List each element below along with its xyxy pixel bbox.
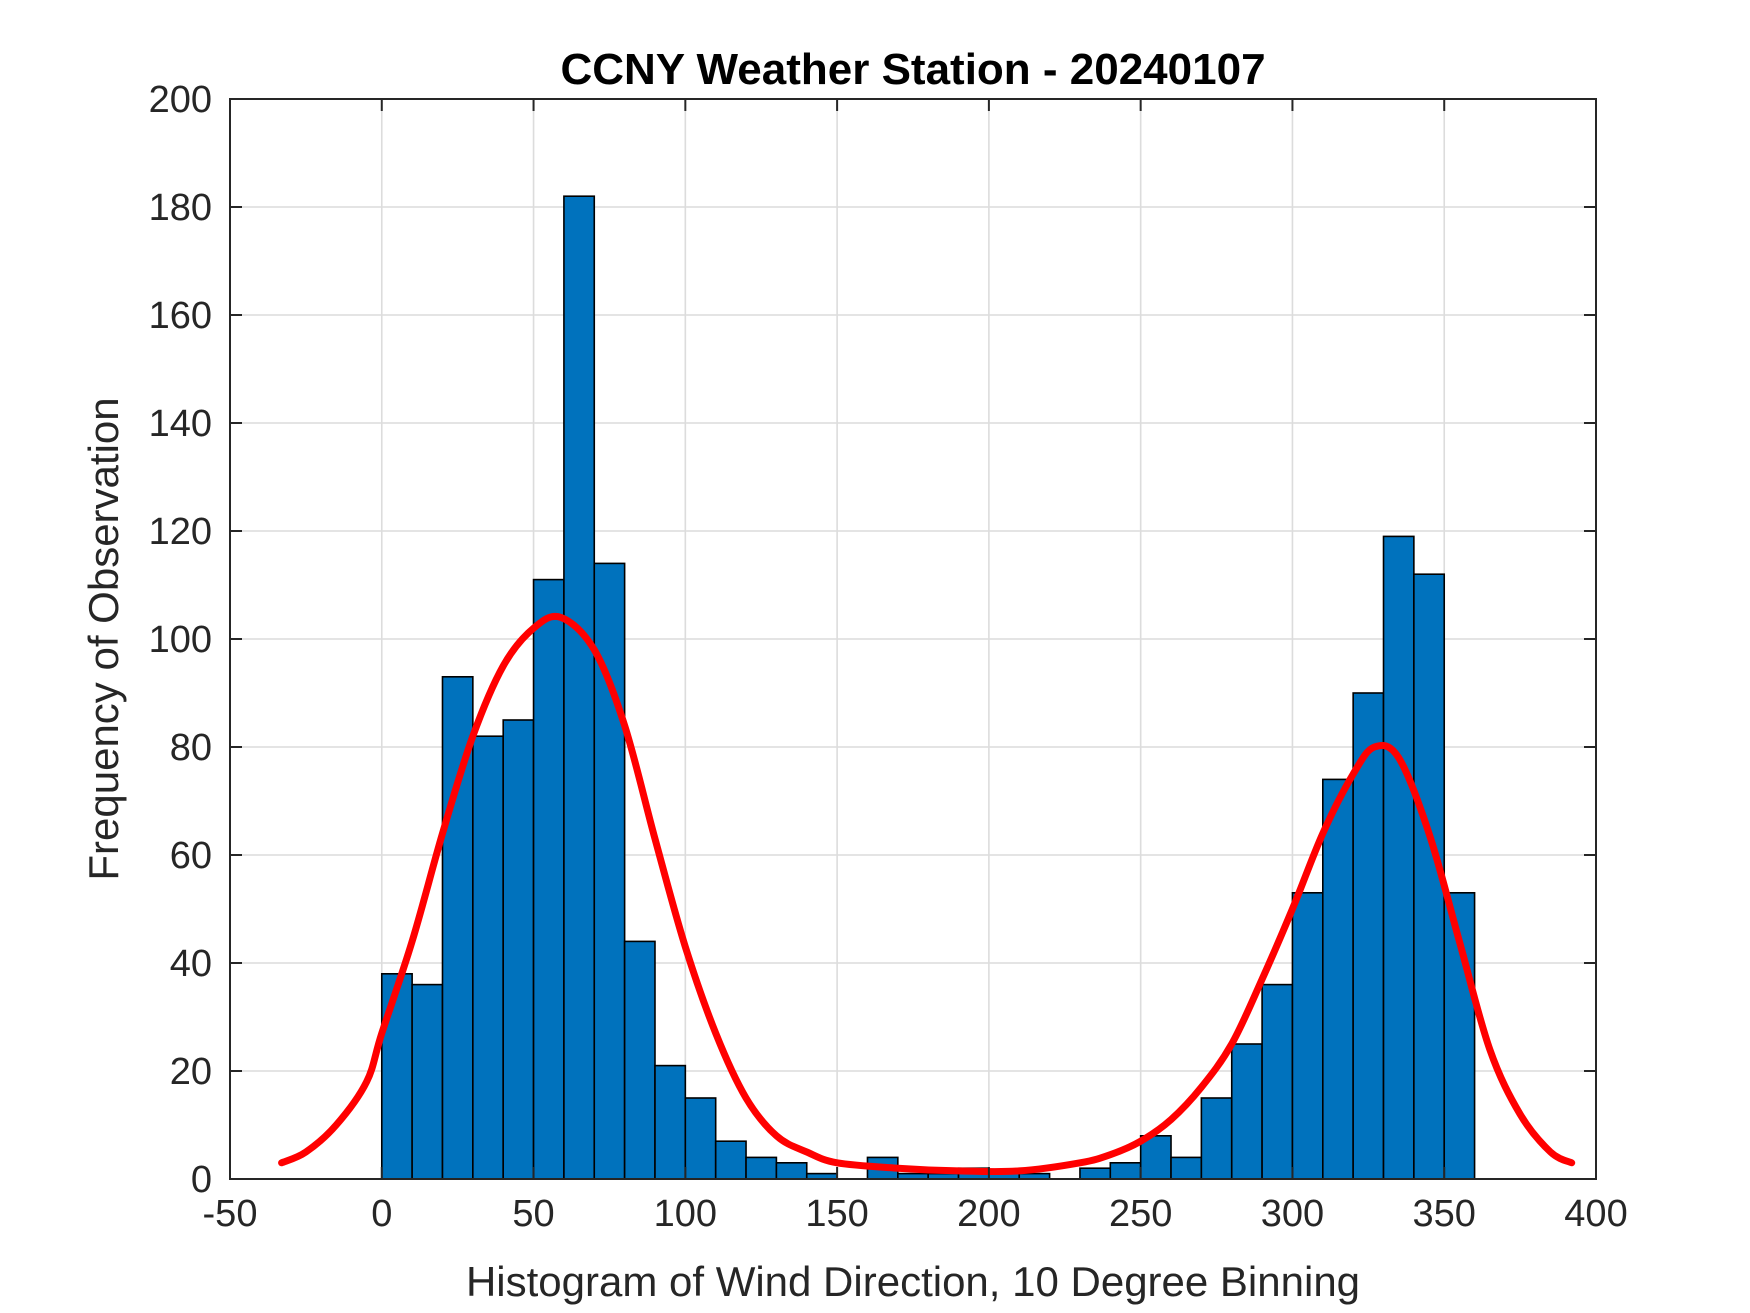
y-tick-label: 40 bbox=[170, 943, 212, 985]
histogram-bar bbox=[1200, 1097, 1233, 1180]
chart-title: CCNY Weather Station - 20240107 bbox=[560, 45, 1265, 94]
y-tick-label: 80 bbox=[170, 727, 212, 769]
histogram-bar bbox=[1291, 891, 1324, 1180]
x-tick-label: 0 bbox=[371, 1193, 392, 1235]
y-tick-label: 0 bbox=[191, 1159, 212, 1201]
y-tick-label: 120 bbox=[149, 511, 212, 553]
x-axis-label: Histogram of Wind Direction, 10 Degree B… bbox=[466, 1258, 1360, 1305]
histogram-bar bbox=[1261, 983, 1294, 1180]
histogram-bar bbox=[684, 1097, 717, 1180]
histogram-bar bbox=[775, 1162, 808, 1180]
histogram-bar bbox=[714, 1140, 747, 1180]
y-tick-labels: 0 20 40 60 80 100 120 140 160 180 200 bbox=[149, 79, 212, 1201]
histogram-bar bbox=[1230, 1043, 1263, 1180]
fit-curve-line bbox=[278, 612, 1576, 1176]
x-tick-label: 400 bbox=[1564, 1193, 1627, 1235]
x-tick-label: 250 bbox=[1109, 1193, 1172, 1235]
histogram-bar bbox=[563, 195, 596, 1180]
histogram-bar bbox=[1443, 891, 1476, 1180]
histogram-bar bbox=[1322, 778, 1354, 1180]
histogram-bar bbox=[502, 719, 535, 1180]
x-tick-label: -50 bbox=[203, 1193, 258, 1235]
y-tick-label: 20 bbox=[170, 1051, 212, 1093]
histogram-bar bbox=[441, 675, 474, 1180]
histogram-bar bbox=[1109, 1162, 1142, 1180]
histogram-bar bbox=[411, 983, 444, 1180]
y-tick-label: 100 bbox=[149, 619, 212, 661]
histogram-bar bbox=[1079, 1167, 1112, 1180]
y-tick-label: 200 bbox=[149, 79, 212, 121]
x-tick-label: 50 bbox=[512, 1193, 554, 1235]
x-tick-label: 100 bbox=[654, 1193, 717, 1235]
x-tick-labels: -50 0 50 100 150 200 250 300 350 400 bbox=[203, 1193, 1628, 1235]
x-tick-label: 200 bbox=[957, 1193, 1020, 1235]
histogram-bar bbox=[1170, 1156, 1203, 1180]
histogram-bar bbox=[380, 972, 413, 1180]
histogram-bar bbox=[623, 940, 656, 1180]
y-tick-label: 180 bbox=[149, 187, 212, 229]
x-tick-label: 150 bbox=[805, 1193, 868, 1235]
y-tick-label: 60 bbox=[170, 835, 212, 877]
ticks bbox=[229, 98, 1597, 1180]
y-axis-label: Frequency of Observation bbox=[80, 397, 127, 880]
histogram-bar bbox=[472, 735, 505, 1180]
y-tick-label: 140 bbox=[149, 403, 212, 445]
histogram-bar bbox=[1382, 535, 1415, 1180]
x-tick-label: 350 bbox=[1413, 1193, 1476, 1235]
histogram-bar bbox=[745, 1156, 778, 1180]
x-tick-label: 300 bbox=[1261, 1193, 1324, 1235]
y-tick-label: 160 bbox=[149, 295, 212, 337]
histogram-bar bbox=[654, 1064, 687, 1180]
histogram-bar bbox=[532, 578, 565, 1180]
fit-curve bbox=[278, 612, 1576, 1176]
